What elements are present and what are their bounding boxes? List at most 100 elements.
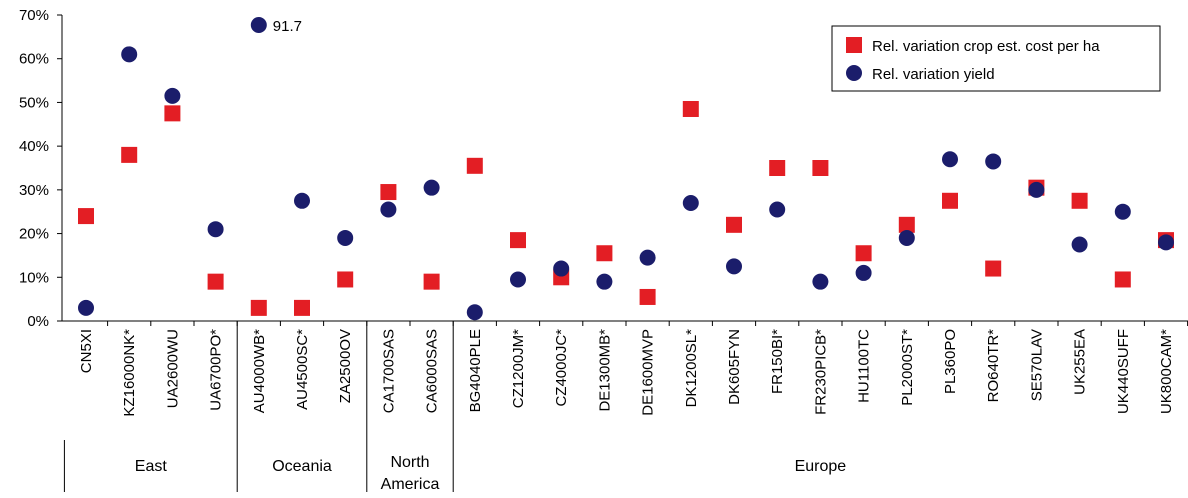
x-category-label: DE1300MB*: [596, 329, 613, 412]
yield-point: [898, 229, 915, 246]
legend-marker-yield: [846, 65, 862, 81]
x-category-label: UK800CAM*: [1158, 329, 1175, 414]
yield-point: [682, 194, 699, 211]
yield-point: [726, 258, 742, 275]
yield-point: [553, 260, 570, 277]
y-tick-label: 70%: [19, 7, 49, 24]
x-category-label: AU4000WB*: [251, 329, 268, 413]
y-tick-label: 30%: [19, 182, 49, 199]
x-group-label: East: [135, 458, 168, 475]
y-tick-label: 40%: [19, 138, 49, 155]
cost-point: [78, 208, 94, 225]
legend-box: [831, 25, 1161, 92]
y-tick-label: 60%: [19, 51, 49, 68]
legend-marker-cost: [846, 37, 862, 53]
cost-point: [466, 157, 483, 174]
cost-point: [510, 232, 526, 249]
value-annotation: 91.7: [273, 18, 302, 35]
x-category-label: CA1700SAS: [380, 329, 397, 413]
yield-point: [121, 46, 138, 63]
yield-point: [769, 201, 786, 218]
yield-point: [812, 273, 829, 290]
cost-point: [250, 299, 267, 316]
yield-point: [985, 153, 1002, 170]
cost-point: [596, 245, 613, 262]
x-category-label: PL360PO: [942, 329, 959, 394]
x-category-label: ZA2500OV: [337, 329, 354, 403]
yield-point: [164, 87, 181, 104]
cost-point: [985, 260, 1002, 277]
y-tick-label: 20%: [19, 226, 49, 243]
yield-point: [942, 151, 958, 168]
chart-annotations: 91.7: [273, 18, 302, 35]
x-category-label: UA2600WU: [164, 329, 181, 408]
x-category-label: CZ4000JC*: [553, 329, 570, 407]
x-category-label: KZ16000NK*: [121, 329, 138, 417]
x-category-label: UK255EA: [1072, 329, 1089, 395]
cost-point: [1114, 271, 1131, 288]
yield-point: [596, 273, 613, 290]
legend-label-yield: Rel. variation yield: [872, 66, 995, 83]
x-category-label: CN5XI: [78, 329, 95, 373]
x-category-label: CA6000SAS: [424, 329, 441, 413]
cost-point: [423, 273, 440, 290]
x-category-label: HU1100TC: [856, 329, 873, 403]
cost-point: [294, 299, 310, 316]
x-category-label: AU4500SC*: [294, 329, 311, 410]
cost-point: [121, 146, 138, 163]
x-category-label: DK1200SL*: [683, 329, 700, 408]
x-category-label: SE570LAV: [1028, 329, 1045, 401]
chart-legend: Rel. variation crop est. cost per ha Rel…: [831, 25, 1161, 92]
x-category-label: RO640TR*: [985, 329, 1002, 403]
cost-point: [1071, 192, 1088, 209]
y-axis-ticks: 0% 10% 20% 30% 40% 50% 60% 70%: [19, 7, 62, 330]
x-category-label: BG4040PLE: [467, 329, 484, 412]
yield-point: [207, 221, 224, 238]
yield-point: [1071, 236, 1088, 253]
data-points: [78, 17, 1174, 321]
x-category-label: FR230PICB*: [812, 329, 829, 415]
x-group-label: Europe: [795, 458, 847, 475]
yield-point: [510, 271, 526, 288]
x-category-label: DK605FYN: [726, 329, 743, 405]
cost-point: [639, 288, 656, 305]
x-category-label: PL2000ST*: [899, 329, 916, 406]
x-group-label: America: [381, 476, 440, 493]
yield-point: [1114, 203, 1131, 220]
chart-axes: [61, 15, 1188, 322]
x-category-label: CZ1200JM*: [510, 329, 527, 408]
cost-point: [942, 192, 958, 209]
x-group-label: North: [390, 454, 429, 471]
cost-point: [207, 273, 224, 290]
cost-point: [769, 160, 786, 176]
cost-point: [380, 184, 397, 201]
x-axis-groups: East Oceania North America Europe: [63, 321, 847, 493]
cost-point: [855, 245, 872, 262]
cost-point: [337, 271, 354, 288]
yield-point: [1158, 234, 1174, 251]
x-category-label: UK440SUFF: [1115, 329, 1132, 414]
cost-point: [164, 105, 181, 122]
yield-point: [855, 264, 872, 281]
yield-point: [423, 179, 440, 196]
x-axis-categories: CN5XI KZ16000NK* UA2600WU UA6700PO* AU4000WB…: [78, 321, 1188, 417]
yield-point: [250, 17, 267, 33]
y-tick-label: 0%: [27, 313, 49, 330]
x-category-label: UA6700PO*: [208, 329, 225, 411]
y-tick-label: 50%: [19, 94, 49, 111]
yield-point: [639, 249, 656, 266]
yield-point: [1028, 181, 1045, 198]
yield-point: [294, 192, 310, 209]
cost-point: [898, 216, 915, 233]
yield-point: [337, 229, 354, 246]
cost-point: [682, 100, 699, 117]
yield-point: [380, 201, 397, 218]
cost-point: [726, 216, 742, 233]
x-category-label: FR150BI*: [769, 329, 786, 394]
y-tick-label: 10%: [19, 269, 49, 286]
yield-point: [78, 299, 94, 316]
yield-point: [466, 304, 483, 321]
x-group-label: Oceania: [272, 458, 332, 475]
legend-label-cost: Rel. variation crop est. cost per ha: [872, 38, 1100, 55]
